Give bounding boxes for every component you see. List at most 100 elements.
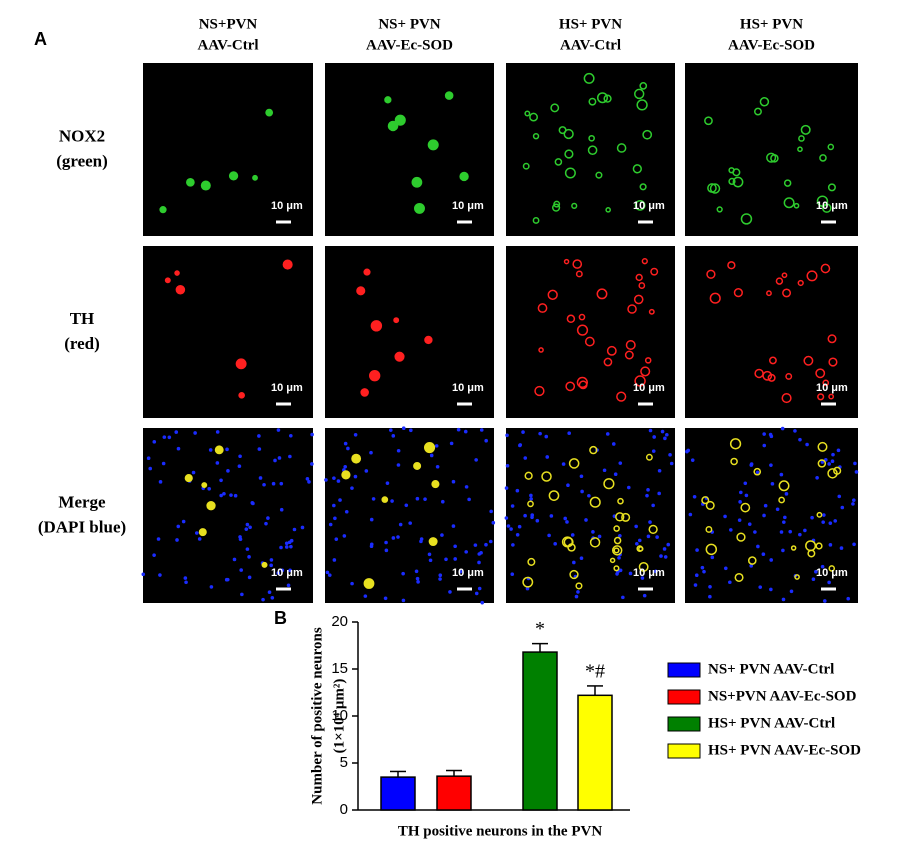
nucleus — [668, 453, 672, 457]
nucleus — [448, 590, 452, 594]
cell — [727, 261, 736, 270]
cell — [716, 206, 723, 213]
cell — [781, 393, 792, 404]
nucleus — [743, 481, 748, 486]
cell — [770, 154, 779, 163]
nucleus — [618, 533, 622, 538]
nucleus — [798, 437, 802, 442]
nucleus — [484, 542, 488, 547]
nucleus — [654, 569, 658, 574]
panel-label: B — [274, 608, 287, 628]
nucleus — [328, 522, 333, 527]
nucleus — [289, 433, 293, 438]
cell — [645, 453, 653, 461]
nucleus — [194, 531, 199, 535]
cell — [411, 176, 423, 188]
nucleus — [618, 461, 623, 465]
nucleus — [561, 462, 566, 466]
cell — [753, 467, 762, 476]
nucleus — [245, 522, 250, 527]
cell — [740, 502, 751, 513]
nucleus — [449, 441, 454, 446]
y-tick-label: 5 — [340, 754, 348, 771]
nucleus — [762, 432, 766, 436]
nucleus — [538, 431, 542, 436]
legend-label: NS+ PVN AAV-Ctrl — [708, 661, 834, 677]
nucleus — [269, 558, 274, 562]
nucleus — [833, 519, 838, 523]
cell — [775, 277, 784, 285]
cell — [783, 179, 792, 187]
y-tick-label: 10 — [331, 707, 348, 724]
nucleus — [504, 516, 509, 520]
nucleus — [758, 585, 763, 589]
nucleus — [763, 503, 768, 508]
nucleus — [523, 456, 528, 460]
nucleus — [261, 597, 265, 602]
cell — [427, 139, 439, 151]
nucleus — [779, 472, 784, 477]
nucleus — [193, 431, 197, 435]
nucleus — [666, 542, 671, 547]
nucleus — [369, 542, 374, 547]
nucleus — [258, 476, 263, 480]
nucleus — [338, 498, 342, 502]
cell — [639, 183, 647, 191]
cell — [797, 279, 804, 287]
cell — [617, 497, 624, 505]
y-tick-label: 15 — [331, 660, 348, 677]
nucleus — [783, 515, 787, 520]
nucleus — [553, 542, 557, 546]
nucleus — [779, 530, 784, 534]
nucleus — [427, 552, 432, 557]
cell — [650, 267, 659, 276]
nucleus — [511, 543, 515, 547]
cell — [640, 366, 651, 377]
nucleus — [640, 576, 645, 580]
cell — [538, 347, 544, 353]
cell — [613, 565, 620, 572]
nucleus — [423, 497, 427, 501]
nucleus — [287, 540, 292, 545]
nucleus — [346, 446, 350, 451]
nucleus — [769, 587, 773, 592]
scale-bar-label: 10 μm — [816, 382, 848, 394]
nucleus — [781, 597, 786, 602]
nucleus — [518, 443, 523, 447]
cell — [625, 340, 636, 351]
cell — [624, 350, 634, 360]
nucleus — [474, 458, 478, 462]
cell — [444, 91, 454, 100]
cell — [564, 149, 574, 159]
panel-label: A — [34, 29, 47, 49]
nucleus — [613, 472, 618, 477]
cell — [532, 217, 540, 224]
cell — [522, 162, 530, 170]
nucleus — [646, 534, 651, 539]
cell — [551, 203, 561, 212]
nucleus — [350, 486, 354, 490]
nucleus — [332, 558, 337, 562]
nucleus — [515, 488, 520, 493]
nucleus — [209, 585, 214, 589]
nucleus — [146, 456, 151, 461]
cell — [572, 259, 583, 269]
cell — [644, 357, 652, 364]
cell — [595, 171, 603, 179]
nucleus — [262, 482, 266, 487]
nucleus — [208, 448, 213, 452]
nucleus — [238, 535, 242, 539]
cell — [803, 355, 814, 366]
nucleus — [662, 547, 667, 551]
nucleus — [822, 599, 827, 603]
nucleus — [229, 493, 233, 497]
nucleus — [396, 535, 400, 539]
nucleus — [257, 447, 262, 451]
nucleus — [286, 583, 291, 588]
nucleus — [240, 592, 244, 597]
nucleus — [237, 464, 242, 469]
nucleus — [659, 554, 663, 558]
cell — [638, 561, 649, 572]
nucleus — [451, 479, 456, 484]
